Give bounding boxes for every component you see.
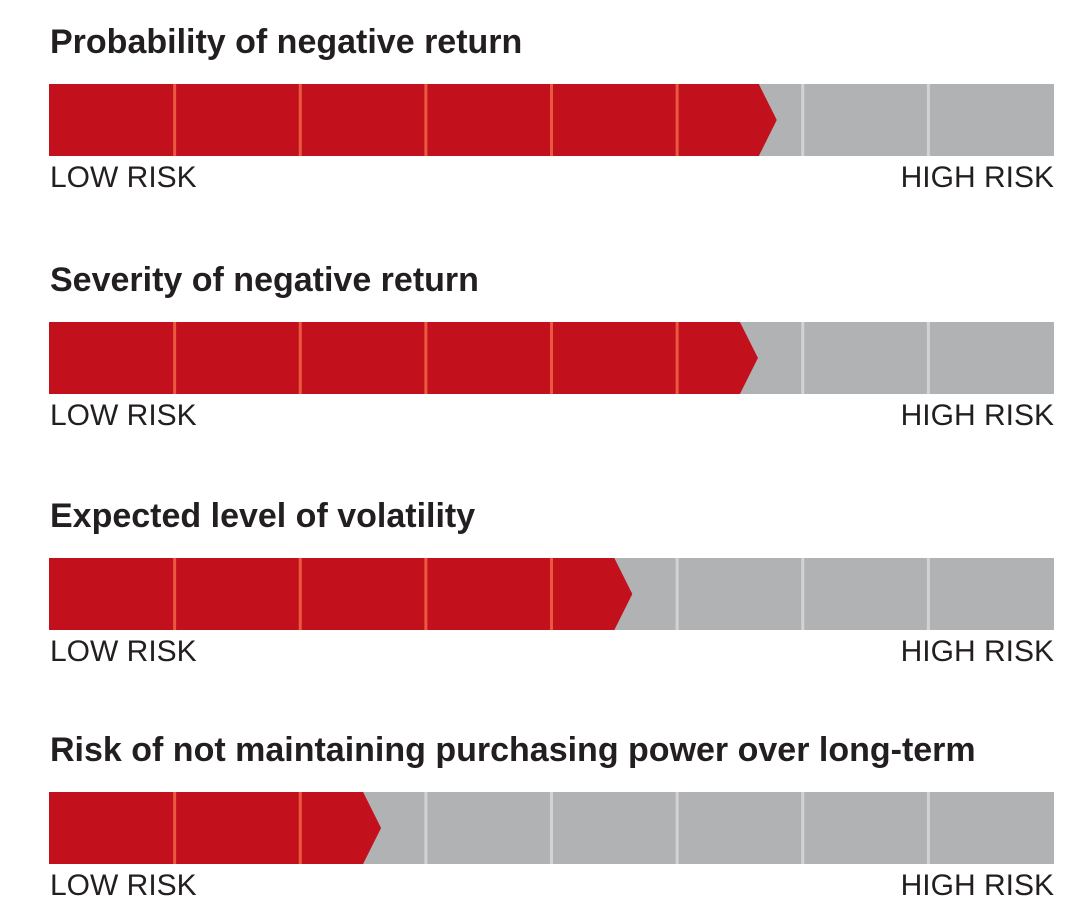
meter-level-fill [49, 792, 382, 864]
meter-title: Expected level of volatility [50, 497, 476, 535]
low-risk-label: LOW RISK [50, 869, 197, 902]
high-risk-label: HIGH RISK [900, 635, 1054, 668]
meter-level-fill [49, 558, 633, 630]
risk-meter-bar [49, 558, 1054, 630]
high-risk-label: HIGH RISK [900, 869, 1054, 902]
low-risk-label: LOW RISK [50, 161, 197, 194]
meter-title: Severity of negative return [50, 261, 479, 299]
risk-meter-bar [49, 322, 1054, 394]
high-risk-label: HIGH RISK [900, 399, 1054, 432]
meter-level-fill [49, 84, 777, 156]
meter-level-fill [49, 322, 758, 394]
low-risk-label: LOW RISK [50, 399, 197, 432]
meter-title: Probability of negative return [50, 23, 523, 61]
risk-meter-bar [49, 792, 1054, 864]
high-risk-label: HIGH RISK [900, 161, 1054, 194]
risk-meter-bar [49, 84, 1054, 156]
low-risk-label: LOW RISK [50, 635, 197, 668]
meter-title: Risk of not maintaining purchasing power… [50, 731, 976, 769]
